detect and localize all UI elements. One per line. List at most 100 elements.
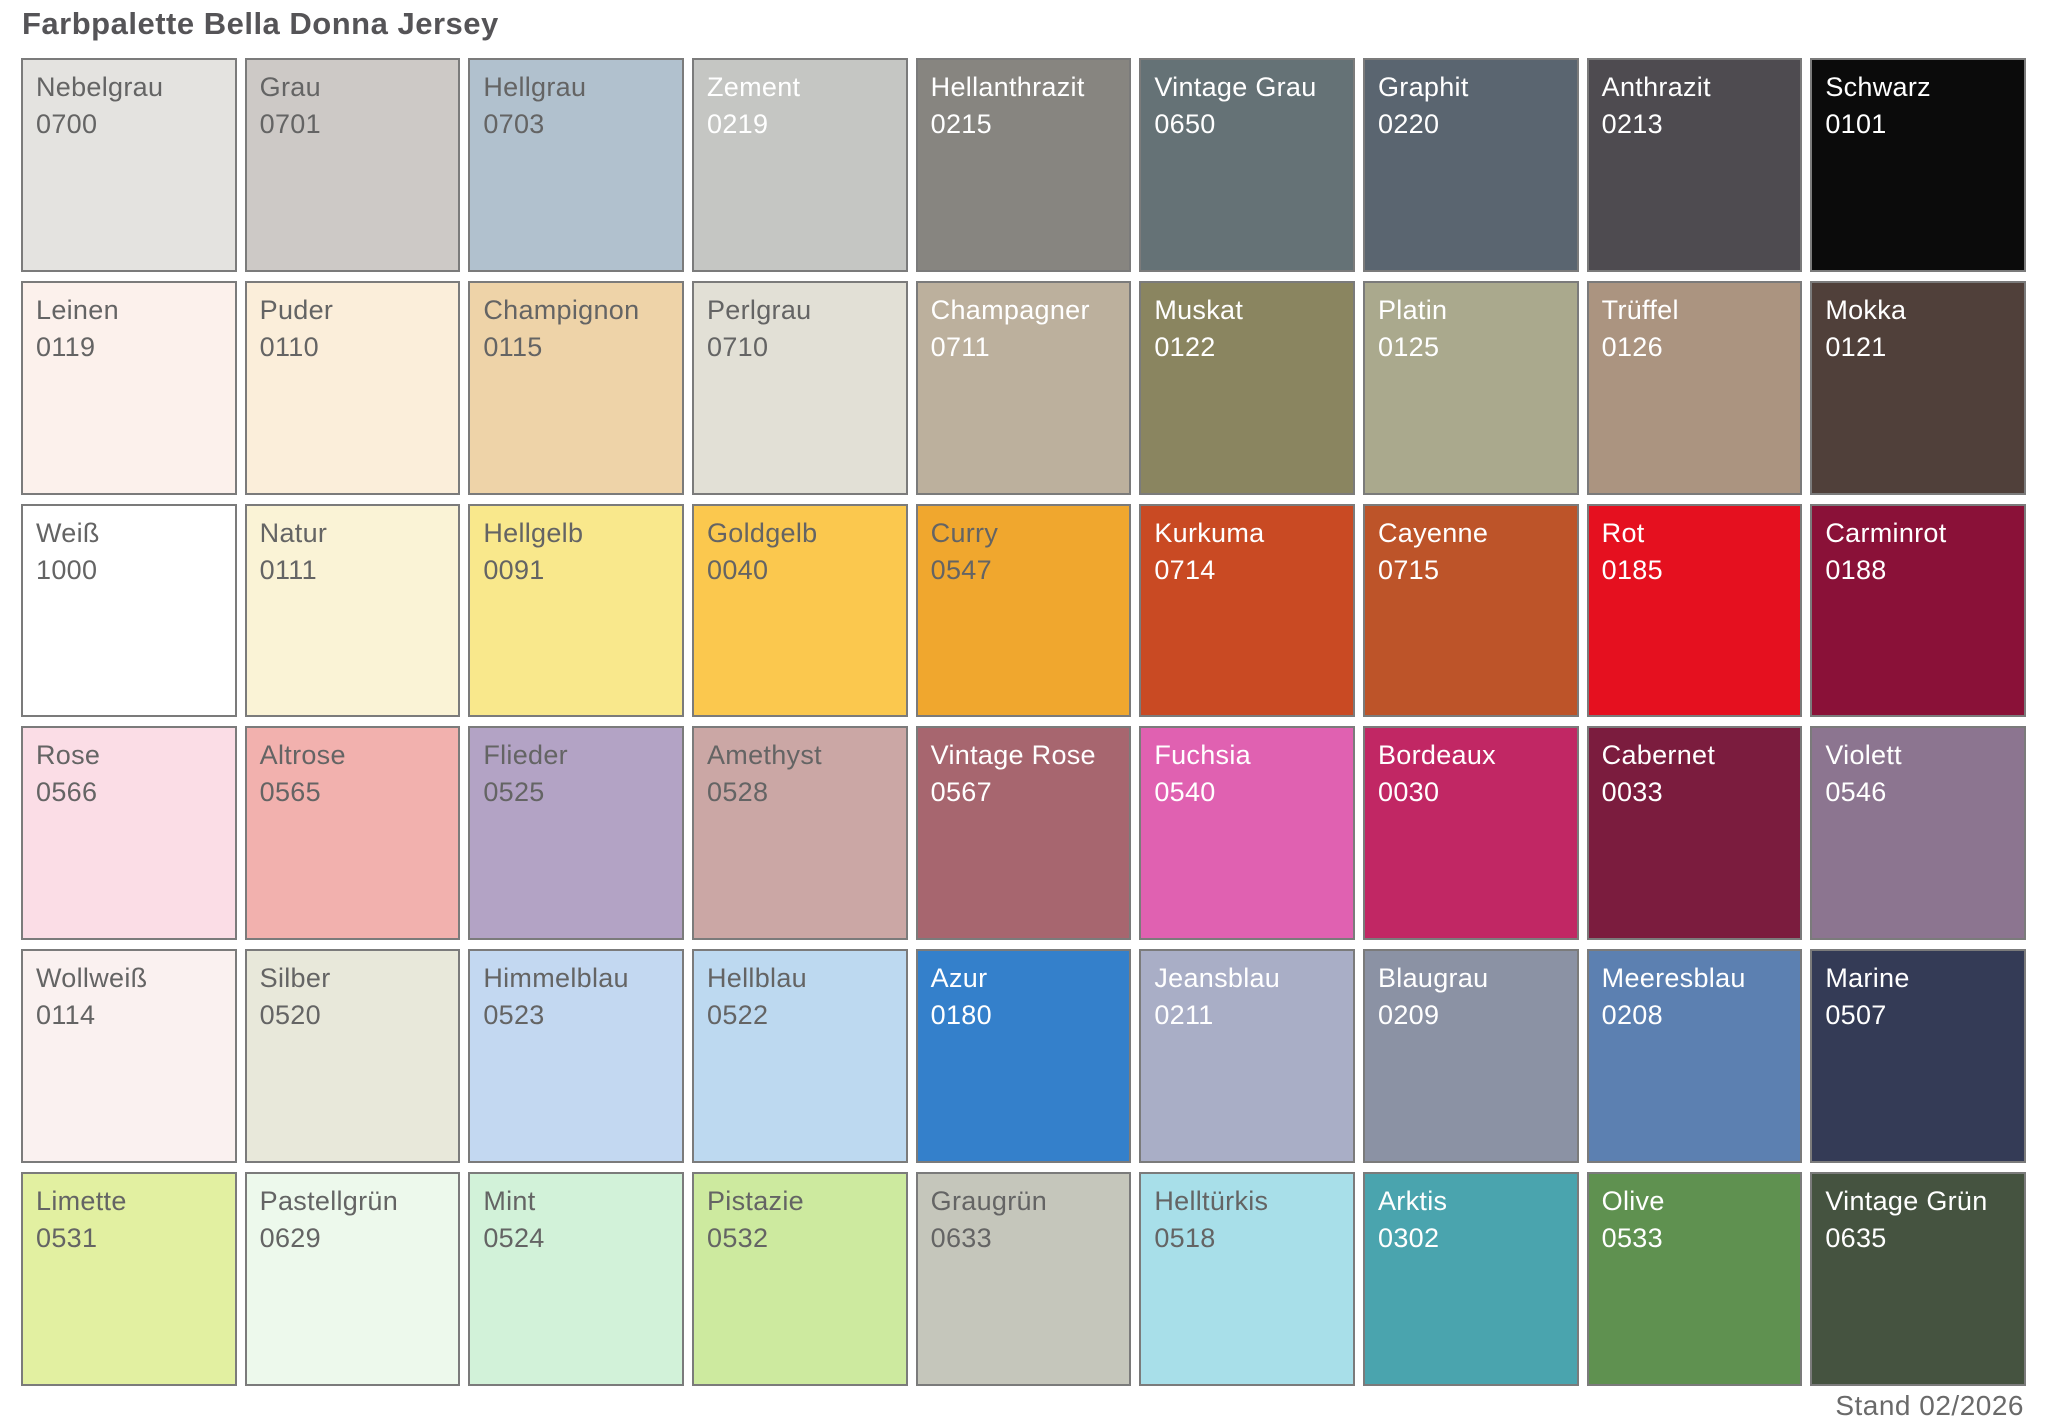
swatch-name: Cayenne <box>1378 517 1489 548</box>
color-swatch: Carminrot 0188 <box>1810 503 2026 718</box>
swatch-code: 0522 <box>707 1000 769 1031</box>
swatch-name: Cabernet <box>1601 740 1716 771</box>
swatch-name: Mint <box>483 1186 536 1217</box>
swatch-code: 0213 <box>1601 109 1663 139</box>
color-swatch: Fuchsia 0540 <box>1139 726 1355 941</box>
swatch-name: Grau <box>259 72 321 102</box>
swatch-code: 0111 <box>259 554 317 585</box>
swatch-code: 0211 <box>1154 1000 1214 1031</box>
color-swatch: Limette 0531 <box>21 1172 237 1386</box>
swatch-code: 0507 <box>1825 1000 1887 1031</box>
swatch-name: Violett <box>1825 740 1902 771</box>
color-swatch: Hellblau 0522 <box>692 949 908 1164</box>
swatch-name: Schwarz <box>1825 72 1931 102</box>
color-swatch: Graphit 0220 <box>1363 58 1579 272</box>
color-swatch: Meeresblau 0208 <box>1586 949 1803 1164</box>
color-swatch: Grau 0701 <box>244 58 461 272</box>
swatch-name: Puder <box>259 294 334 325</box>
color-swatch: Champignon 0115 <box>468 280 684 495</box>
swatch-code: 0633 <box>930 1223 992 1254</box>
swatch-name: Azur <box>930 963 988 994</box>
color-swatch: Vintage Grau 0650 <box>1139 58 1355 272</box>
swatch-code: 0525 <box>483 777 545 808</box>
color-swatch: Flieder 0525 <box>468 726 684 941</box>
swatch-name: Hellblau <box>707 963 807 994</box>
swatch-name: Fuchsia <box>1154 740 1251 771</box>
swatch-code: 0185 <box>1601 554 1663 585</box>
color-swatch: Silber 0520 <box>244 949 461 1164</box>
swatch-name: Weiß <box>36 517 100 548</box>
swatch-name: Zement <box>707 72 801 102</box>
swatch-name: Marine <box>1825 963 1910 994</box>
swatch-name: Muskat <box>1154 294 1244 325</box>
color-swatch: Helltürkis 0518 <box>1139 1172 1355 1386</box>
swatch-code: 0567 <box>930 777 992 808</box>
swatch-code: 1000 <box>36 554 98 585</box>
color-swatch: Mint 0524 <box>468 1172 684 1386</box>
swatch-name: Rot <box>1601 517 1645 548</box>
swatch-code: 0219 <box>707 109 769 139</box>
palette-grid: Nebelgrau 0700 Grau 0701 Hellgrau 0703 Zement 0… <box>21 58 2026 1386</box>
swatch-code: 0540 <box>1154 777 1216 808</box>
color-swatch: Pistazie 0532 <box>692 1172 908 1386</box>
swatch-name: Bordeaux <box>1378 740 1496 771</box>
swatch-code: 0125 <box>1378 331 1440 362</box>
swatch-name: Vintage Grün <box>1825 1186 1988 1217</box>
swatch-code: 0700 <box>36 109 98 139</box>
swatch-code: 0701 <box>259 109 321 139</box>
color-swatch: Altrose 0565 <box>244 726 461 941</box>
color-swatch: Marine 0507 <box>1810 949 2026 1164</box>
color-swatch: Hellanthrazit 0215 <box>915 58 1132 272</box>
color-swatch: Curry 0547 <box>915 503 1132 718</box>
swatch-code: 0703 <box>483 109 545 139</box>
color-swatch: Kurkuma 0714 <box>1139 503 1355 718</box>
swatch-code: 0114 <box>36 1000 96 1031</box>
swatch-name: Hellgelb <box>483 517 584 548</box>
swatch-code: 0715 <box>1378 554 1440 585</box>
swatch-code: 0650 <box>1154 109 1216 139</box>
swatch-code: 0566 <box>36 777 98 808</box>
color-swatch: Arktis 0302 <box>1363 1172 1579 1386</box>
swatch-name: Pistazie <box>707 1186 804 1217</box>
swatch-name: Limette <box>36 1186 127 1217</box>
swatch-name: Goldgelb <box>707 517 818 548</box>
swatch-name: Vintage Rose <box>930 740 1096 771</box>
swatch-code: 0110 <box>259 331 319 362</box>
color-swatch: Olive 0533 <box>1586 1172 1803 1386</box>
swatch-code: 0119 <box>36 331 96 362</box>
swatch-code: 0126 <box>1601 331 1663 362</box>
swatch-name: Anthrazit <box>1601 72 1711 102</box>
color-swatch: Trüffel 0126 <box>1586 280 1803 495</box>
color-swatch: Wollweiß 0114 <box>21 949 237 1164</box>
swatch-code: 0121 <box>1825 331 1887 362</box>
swatch-code: 0033 <box>1601 777 1663 808</box>
swatch-name: Nebelgrau <box>36 72 164 102</box>
color-swatch: Anthrazit 0213 <box>1586 58 1803 272</box>
swatch-name: Himmelblau <box>483 963 629 994</box>
swatch-code: 0215 <box>930 109 992 139</box>
swatch-name: Kurkuma <box>1154 517 1265 548</box>
swatch-code: 0302 <box>1378 1223 1440 1254</box>
swatch-code: 0528 <box>707 777 769 808</box>
swatch-name: Platin <box>1378 294 1448 325</box>
color-swatch: Bordeaux 0030 <box>1363 726 1579 941</box>
swatch-name: Wollweiß <box>36 963 148 994</box>
swatch-name: Flieder <box>483 740 568 771</box>
swatch-code: 0532 <box>707 1223 769 1254</box>
color-swatch: Puder 0110 <box>244 280 461 495</box>
color-swatch: Graugrün 0633 <box>915 1172 1132 1386</box>
swatch-name: Arktis <box>1378 1186 1448 1217</box>
swatch-name: Graugrün <box>930 1186 1048 1217</box>
color-swatch: Vintage Rose 0567 <box>915 726 1132 941</box>
color-swatch: Amethyst 0528 <box>692 726 908 941</box>
swatch-name: Blaugrau <box>1378 963 1489 994</box>
color-swatch: Rot 0185 <box>1586 503 1803 718</box>
swatch-name: Curry <box>930 517 999 548</box>
swatch-code: 0115 <box>483 331 543 362</box>
color-swatch: Schwarz 0101 <box>1810 58 2026 272</box>
swatch-name: Rose <box>36 740 101 771</box>
swatch-code: 0523 <box>483 1000 545 1031</box>
swatch-name: Graphit <box>1378 72 1469 102</box>
swatch-name: Helltürkis <box>1154 1186 1269 1217</box>
